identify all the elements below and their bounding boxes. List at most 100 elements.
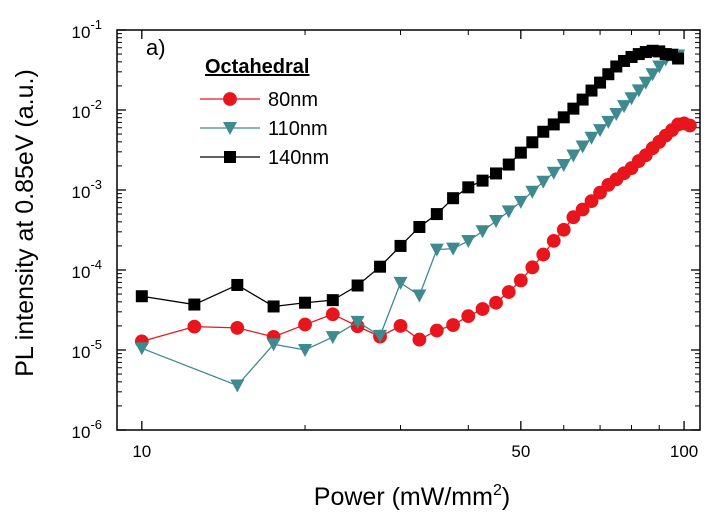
x-tick-label: 50 <box>511 442 530 461</box>
data-point-110nm <box>230 379 245 393</box>
data-point-110nm <box>645 68 660 82</box>
y-tick-label-base: 10 <box>72 103 91 122</box>
y-tick-label: 10-3 <box>72 177 102 202</box>
data-point-110nm <box>631 84 646 98</box>
data-point-80nm <box>525 260 540 275</box>
y-tick-label-exponent: -6 <box>90 417 102 432</box>
data-point-110nm <box>501 205 516 219</box>
y-tick-label-exponent: -2 <box>90 97 102 112</box>
series-line-110nm <box>141 54 679 387</box>
data-point-80nm <box>446 318 460 332</box>
y-tick-label: 10-1 <box>72 17 102 42</box>
y-tick-label-exponent: -5 <box>90 337 102 352</box>
data-point-140nm <box>576 93 589 106</box>
data-point-110nm <box>429 243 444 257</box>
series-layer <box>134 44 697 393</box>
data-point-140nm <box>351 279 364 292</box>
data-point-140nm <box>374 260 387 273</box>
legend-swatch-marker <box>223 122 237 135</box>
legend-swatch-marker <box>223 92 237 106</box>
series-line-140nm <box>141 50 679 308</box>
data-point-80nm <box>566 210 581 225</box>
data-point-140nm <box>476 174 489 187</box>
data-point-80nm <box>298 317 312 332</box>
data-point-110nm <box>601 115 616 129</box>
data-point-140nm <box>135 290 148 303</box>
data-point-80nm <box>393 319 408 333</box>
legend-label: 110nm <box>268 118 328 140</box>
data-point-140nm <box>430 208 443 221</box>
data-point-80nm <box>230 320 245 335</box>
data-point-80nm <box>682 118 697 133</box>
data-point-80nm <box>584 194 599 209</box>
data-point-110nm <box>475 225 490 239</box>
y-tick-label-base: 10 <box>72 183 91 202</box>
data-point-140nm <box>514 146 527 159</box>
data-point-140nm <box>567 102 580 115</box>
x-tick-label: 10 <box>132 442 151 461</box>
legend-label: 140nm <box>268 147 329 169</box>
data-point-140nm <box>502 158 515 171</box>
data-point-110nm <box>546 166 561 180</box>
data-point-80nm <box>513 273 528 288</box>
data-point-80nm <box>556 222 571 237</box>
data-point-140nm <box>326 294 339 307</box>
data-point-80nm <box>575 202 590 217</box>
data-point-140nm <box>231 278 244 291</box>
x-axis-title-superscript: 2 <box>493 482 502 499</box>
legend-label: 80nm <box>268 89 318 111</box>
tick-layer <box>117 29 700 431</box>
data-point-110nm <box>350 315 365 329</box>
data-point-140nm <box>547 118 560 131</box>
data-point-110nm <box>525 185 540 199</box>
panel-label: a) <box>146 35 166 60</box>
data-point-110nm <box>513 195 528 209</box>
data-point-140nm <box>299 296 312 309</box>
y-tick-label-base: 10 <box>72 23 91 42</box>
data-point-80nm <box>546 234 561 248</box>
data-point-110nm <box>566 149 581 163</box>
data-point-140nm <box>537 125 550 138</box>
data-point-80nm <box>325 307 340 322</box>
data-point-110nm <box>266 338 281 352</box>
data-point-110nm <box>638 76 653 90</box>
y-tick-label-exponent: -3 <box>90 177 102 192</box>
legend-entry-140nm: 140nm <box>200 147 329 169</box>
y-tick-label-exponent: -1 <box>90 17 102 32</box>
data-point-140nm <box>267 300 280 313</box>
data-point-110nm <box>412 289 427 303</box>
data-point-80nm <box>187 319 202 334</box>
y-tick-label: 10-6 <box>72 417 102 442</box>
data-point-80nm <box>475 302 490 316</box>
data-point-110nm <box>461 235 476 249</box>
data-point-110nm <box>325 331 340 345</box>
data-point-110nm <box>652 60 667 74</box>
data-point-110nm <box>446 242 461 256</box>
y-tick-label-base: 10 <box>72 343 91 362</box>
plot-frame <box>116 29 701 431</box>
data-point-110nm <box>575 140 590 154</box>
data-point-110nm <box>556 159 571 173</box>
y-tick-label: 10-2 <box>72 97 102 122</box>
data-point-110nm <box>373 329 388 343</box>
data-point-110nm <box>624 92 639 106</box>
data-point-80nm <box>501 285 516 299</box>
data-point-140nm <box>188 298 201 311</box>
data-point-80nm <box>461 309 476 324</box>
x-tick-label: 100 <box>670 442 698 461</box>
legend: Octahedral 80nm 110nm 140nm <box>200 56 329 169</box>
x-axis-title-end: ) <box>502 483 510 511</box>
data-point-140nm <box>490 167 503 180</box>
data-point-140nm <box>447 192 460 205</box>
data-point-140nm <box>413 220 426 233</box>
data-point-80nm <box>489 295 503 310</box>
y-tick-label: 10-4 <box>72 257 102 282</box>
y-tick-label: 10-5 <box>72 337 102 362</box>
legend-swatch-marker <box>224 151 236 163</box>
data-point-80nm <box>412 332 427 347</box>
data-point-110nm <box>393 276 408 290</box>
data-point-110nm <box>617 100 632 114</box>
x-axis-title: Power (mW/mm2) <box>314 482 510 511</box>
